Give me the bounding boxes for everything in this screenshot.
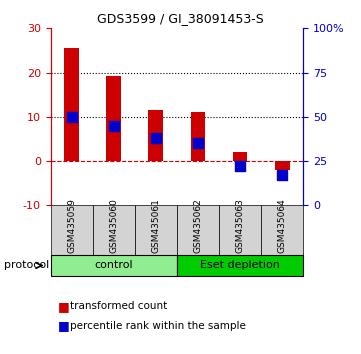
Text: control: control <box>95 261 133 270</box>
Point <box>111 123 117 129</box>
Point <box>153 135 159 141</box>
Text: GSM435062: GSM435062 <box>193 198 203 253</box>
Text: GSM435064: GSM435064 <box>278 198 287 253</box>
Text: transformed count: transformed count <box>70 301 168 311</box>
Point <box>69 114 74 120</box>
Bar <box>275 161 290 170</box>
Bar <box>106 76 121 161</box>
Point <box>279 172 285 178</box>
Bar <box>233 152 247 161</box>
Text: ■: ■ <box>58 300 70 313</box>
Text: ■: ■ <box>58 319 70 332</box>
Point <box>237 164 243 169</box>
Text: percentile rank within the sample: percentile rank within the sample <box>70 321 246 331</box>
Text: GSM435059: GSM435059 <box>67 198 76 253</box>
Text: Eset depletion: Eset depletion <box>200 261 280 270</box>
Text: GSM435061: GSM435061 <box>151 198 160 253</box>
Text: GSM435060: GSM435060 <box>109 198 118 253</box>
Bar <box>191 113 205 161</box>
Text: GSM435063: GSM435063 <box>236 198 244 253</box>
Bar <box>148 110 163 161</box>
Text: protocol: protocol <box>4 261 49 270</box>
Bar <box>64 48 79 161</box>
Point <box>195 141 201 146</box>
Text: GDS3599 / GI_38091453-S: GDS3599 / GI_38091453-S <box>97 12 264 25</box>
